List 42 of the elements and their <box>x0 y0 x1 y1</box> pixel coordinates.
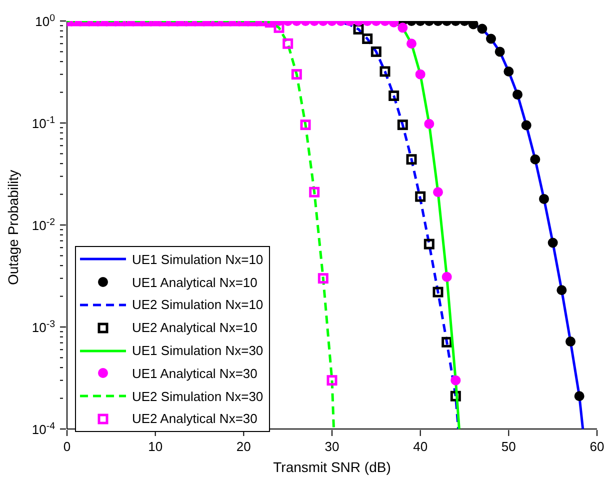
y-tick-label: 10$^{-4}$ <box>32 420 56 437</box>
legend-label: UE1 Analytical Nx=30 <box>132 366 258 381</box>
point <box>326 375 338 386</box>
point <box>468 21 478 30</box>
point <box>442 272 452 282</box>
x-tick-label: 50 <box>501 439 516 454</box>
y-tick-label: 10$^{-1}$ <box>32 114 55 131</box>
y-tick-label: 10$^{-2}$ <box>32 216 55 233</box>
legend-label: UE2 Analytical Nx=10 <box>132 320 258 336</box>
x-tick-label: 40 <box>413 439 428 454</box>
x-tick-label: 0 <box>63 439 71 454</box>
x-tick-label: 30 <box>324 439 340 454</box>
legend-label: UE1 Simulation Nx=10 <box>132 252 264 267</box>
point <box>574 391 584 402</box>
point <box>548 238 558 248</box>
legend-label: UE1 Analytical Nx=10 <box>132 274 258 290</box>
y-axis-title: Outage Probability <box>4 170 21 285</box>
point <box>406 154 417 165</box>
point <box>433 187 443 198</box>
point <box>556 285 567 296</box>
point <box>566 336 576 347</box>
point <box>424 238 434 250</box>
x-tick-label: 10 <box>148 439 163 454</box>
point <box>309 186 320 198</box>
y-tick-label: 10$^{-3}$ <box>32 318 55 335</box>
legend-label: UE2 Simulation Nx=10 <box>132 297 264 312</box>
point <box>397 120 408 130</box>
point <box>318 273 328 284</box>
point <box>432 286 444 298</box>
point <box>450 375 461 386</box>
x-tick-label: 20 <box>236 439 251 454</box>
y-tick-label: 10$^{0}$ <box>35 12 56 29</box>
legend-label: UE2 Simulation Nx=30 <box>132 388 264 404</box>
point <box>530 154 540 164</box>
x-tick-label: 60 <box>590 439 604 454</box>
point <box>415 191 426 202</box>
point <box>300 120 311 130</box>
legend-label: UE1 Simulation Nx=30 <box>132 343 264 358</box>
point <box>442 336 452 348</box>
point <box>539 194 549 204</box>
legend-label: UE2 Analytical Nx=30 <box>132 411 258 426</box>
x-axis-title: Transmit SNR (dB) <box>273 459 391 475</box>
